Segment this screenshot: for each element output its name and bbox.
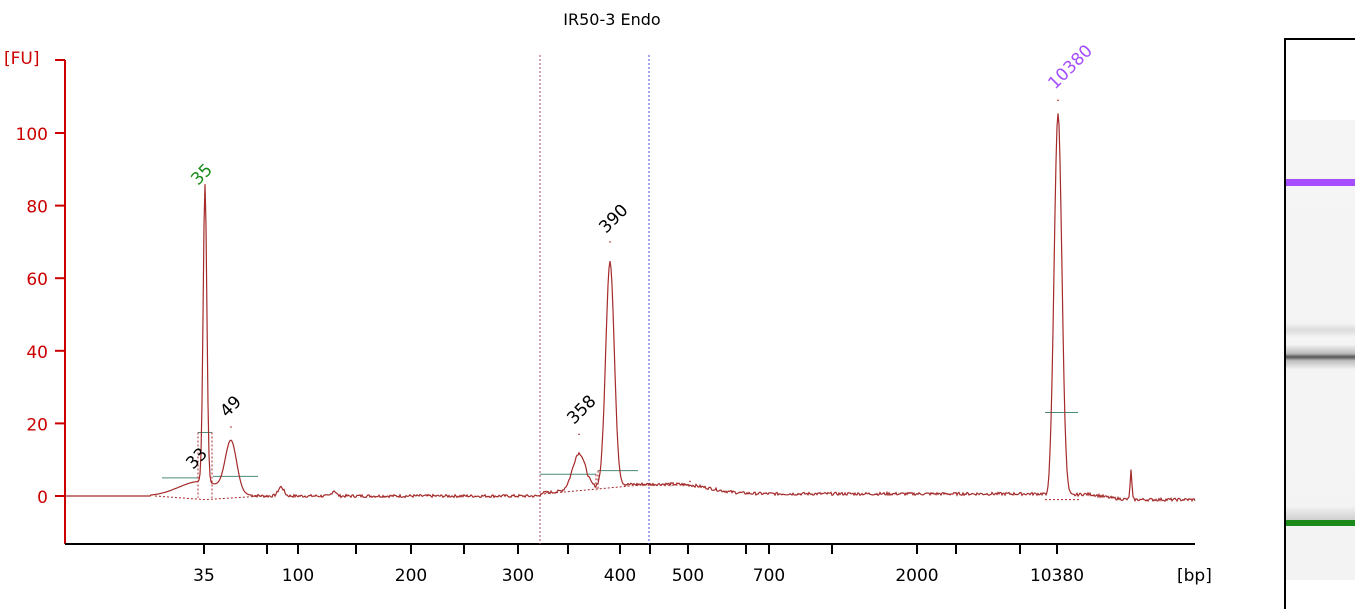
gel-image-panel [1284,38,1355,609]
y-tick-label: 60 [26,270,48,290]
x-tick-label: 10380 [1030,566,1084,586]
x-tick-label: 300 [502,566,534,586]
y-tick-label: 80 [26,198,48,218]
trace-point [230,426,232,428]
baseline-mid [539,484,690,495]
y-tick-label: 40 [26,343,48,363]
gel-band-upper-marker [1286,179,1355,186]
region-markers [539,55,650,544]
trace-line [65,113,1196,503]
peak-label: 390 [595,200,632,237]
x-tick-label: 2000 [895,566,938,586]
x-axis: 35 100 200 300 400 500 700 2000 10380 [65,543,1195,586]
y-tick-label: 0 [37,488,48,508]
trace-point [689,480,691,483]
x-tick-label: 700 [753,566,785,586]
x-tick-label: 200 [395,566,427,586]
trace-group [65,99,1196,503]
gel-band-lower-shadow [1286,506,1355,520]
x-tick-label: 35 [193,566,215,586]
gel-band-lower-marker [1286,520,1355,526]
trace-point [1057,99,1059,102]
peak-label: 358 [563,391,600,428]
y-axis: 0 20 40 60 80 100 [16,59,66,544]
y-tick-label: 20 [26,415,48,435]
trace-point [578,433,580,436]
peak-baselines [154,412,1080,501]
y-axis-label: [FU] [4,49,40,69]
gel-band-sample [1286,345,1355,369]
y-tick-label: 100 [16,125,48,145]
x-axis-label: [bp] [1177,566,1212,586]
peak-label: 35 [187,160,216,189]
peak-label: 49 [216,392,245,421]
electropherogram-chart: IR50-3 Endo 0 20 40 60 80 100 35 100 200 300 400 5… [4,10,1212,586]
gel-band-sample-faint [1286,323,1355,337]
peak-label: 33 [182,444,211,473]
x-tick-label: 500 [672,566,704,586]
trace-point [204,193,206,196]
trace-point [609,241,611,243]
x-tick-label: 100 [282,566,314,586]
chart-title: IR50-3 Endo [563,10,660,29]
x-tick-label: 400 [604,566,636,586]
peak-label: 10380 [1044,41,1096,93]
baseline-low [154,495,263,501]
